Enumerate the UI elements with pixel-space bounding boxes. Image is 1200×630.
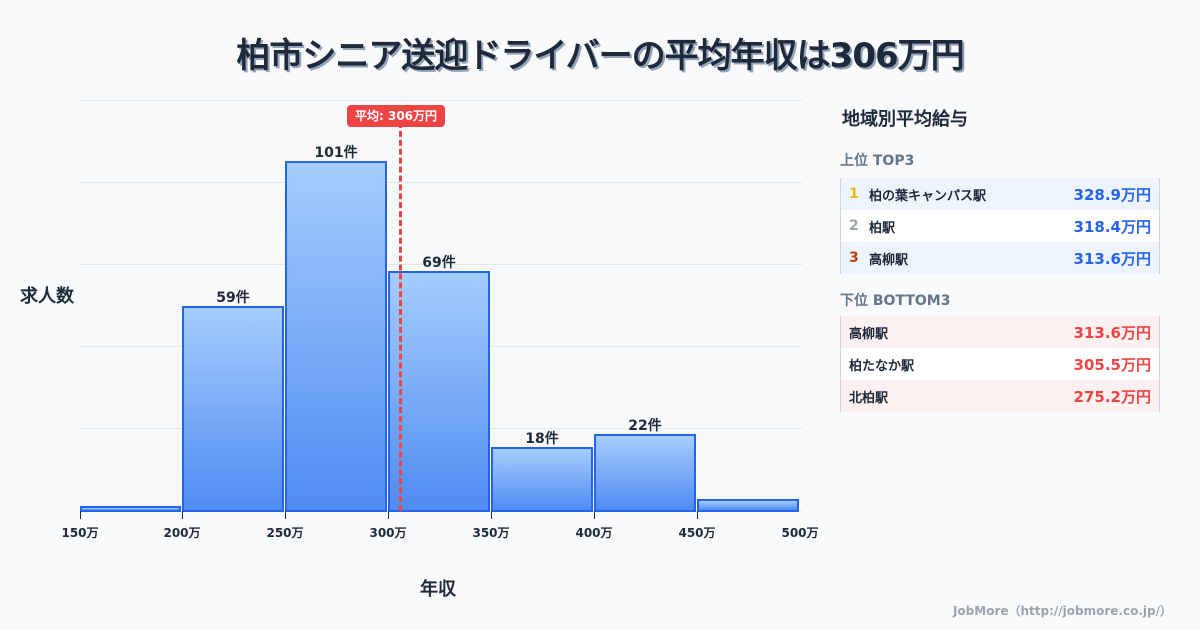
salary-value: 328.9万円 — [1073, 185, 1151, 204]
top3-table: 1 柏の葉キャンパス駅 328.9万円 2 柏駅 318.4万円 3 高柳駅 3… — [840, 178, 1160, 274]
x-axis-title: 年収 — [420, 579, 456, 600]
salary-value: 305.5万円 — [1073, 355, 1151, 374]
bar-200-250 — [182, 306, 284, 512]
bar-450-500 — [697, 499, 799, 512]
bottom3-row: 北柏駅 275.2万円 — [841, 380, 1159, 412]
x-tick — [285, 511, 286, 519]
mean-badge: 平均: 306万円 — [347, 105, 446, 127]
x-tick-label: 250万 — [266, 526, 304, 540]
x-tick — [697, 511, 698, 519]
bottom3-row: 高柳駅 313.6万円 — [841, 316, 1159, 348]
x-tick-label: 300万 — [369, 526, 407, 540]
top3-row: 1 柏の葉キャンパス駅 328.9万円 — [841, 178, 1159, 210]
gridline — [80, 182, 802, 183]
gridline — [80, 100, 802, 101]
bar-value-label: 69件 — [422, 255, 456, 271]
bottom3-row: 柏たなか駅 305.5万円 — [841, 348, 1159, 380]
station-name: 柏たなか駅 — [849, 358, 915, 374]
page-title: 柏市シニア送迎ドライバーの平均年収は306万円 — [236, 36, 964, 76]
panel-title: 地域別平均給与 — [842, 109, 968, 130]
mean-line — [399, 122, 402, 511]
bar-300-350 — [388, 271, 490, 512]
bar-value-label: 59件 — [216, 290, 250, 306]
x-tick — [182, 511, 183, 519]
top3-heading: 上位 TOP3 — [840, 153, 915, 169]
x-tick — [80, 511, 81, 519]
rank-number: 1 — [849, 186, 859, 202]
histogram-chart: 求人数 年収 59件 101件 69件 18件 22件 平均: 306万円 15… — [20, 100, 819, 600]
top3-row: 2 柏駅 318.4万円 — [841, 210, 1159, 242]
bar-value-label: 101件 — [314, 145, 358, 161]
x-tick-label: 450万 — [678, 526, 716, 540]
footer-credit: JobMore（http://jobmore.co.jp/） — [952, 604, 1172, 618]
salary-value: 313.6万円 — [1073, 323, 1151, 342]
bar-value-label: 18件 — [525, 431, 559, 447]
bar-350-400 — [491, 447, 593, 512]
x-tick-label: 150万 — [61, 526, 99, 540]
station-name: 北柏駅 — [849, 390, 889, 406]
rank-number: 2 — [849, 218, 859, 234]
salary-value: 318.4万円 — [1073, 217, 1151, 236]
station-name: 柏駅 — [869, 220, 896, 236]
bar-250-300 — [285, 161, 387, 512]
x-tick — [388, 511, 389, 519]
bar-400-450 — [594, 434, 696, 512]
x-tick — [491, 511, 492, 519]
top3-row: 3 高柳駅 313.6万円 — [841, 242, 1159, 274]
x-tick — [594, 511, 595, 519]
x-tick-label: 500万 — [781, 526, 819, 540]
x-tick-label: 400万 — [575, 526, 613, 540]
station-name: 高柳駅 — [849, 326, 889, 342]
station-name: 柏の葉キャンパス駅 — [869, 188, 987, 204]
salary-value: 275.2万円 — [1073, 387, 1151, 406]
y-axis-title: 求人数 — [20, 286, 74, 307]
rank-number: 3 — [849, 250, 859, 266]
bar-value-label: 22件 — [628, 418, 662, 434]
station-name: 高柳駅 — [869, 252, 909, 268]
bottom3-table: 高柳駅 313.6万円 柏たなか駅 305.5万円 北柏駅 275.2万円 — [840, 316, 1160, 412]
gridline — [80, 264, 802, 265]
bottom3-heading: 下位 BOTTOM3 — [840, 293, 951, 309]
x-tick-label: 350万 — [472, 526, 510, 540]
bar-150-200 — [80, 506, 181, 512]
x-tick-label: 200万 — [163, 526, 201, 540]
salary-value: 313.6万円 — [1073, 249, 1151, 268]
